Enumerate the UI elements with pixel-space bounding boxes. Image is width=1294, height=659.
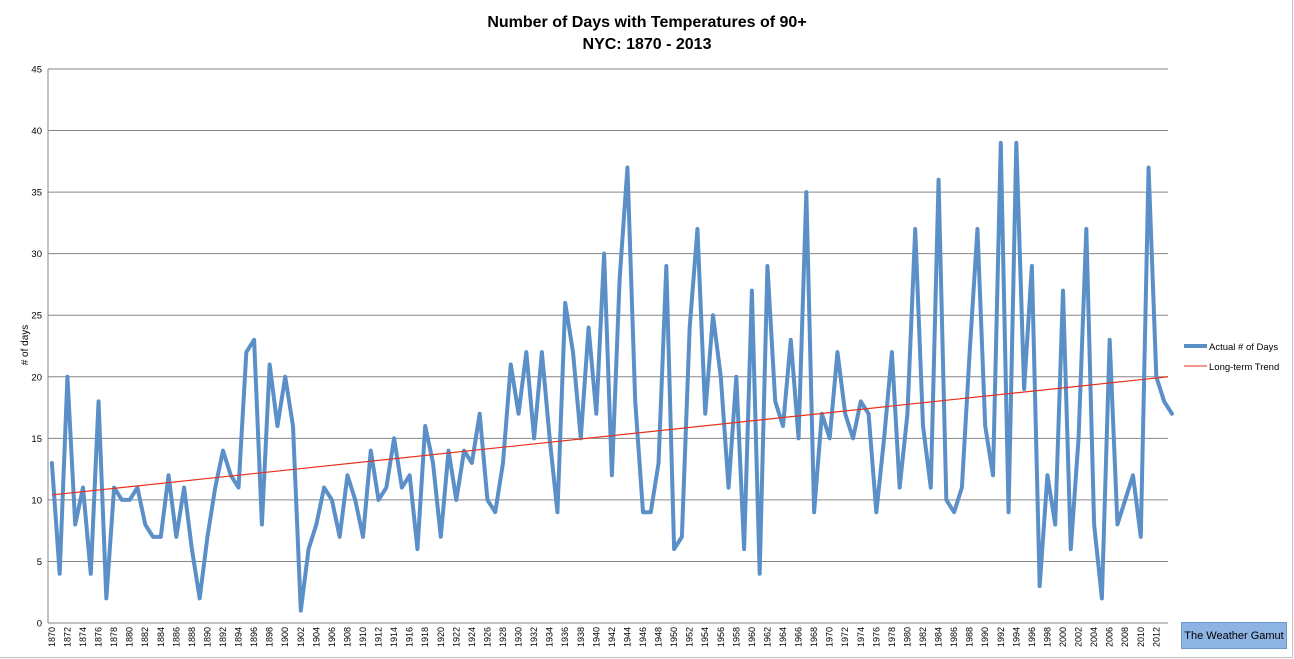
x-tick-label: 1894 (234, 627, 244, 647)
x-tick-label: 1942 (607, 627, 617, 647)
y-tick-label: 5 (37, 557, 42, 568)
x-tick-label: 1906 (327, 627, 337, 647)
y-axis-tick-labels: 0 5 10 15 20 25 30 35 40 45 (31, 65, 42, 630)
x-tick-label: 1938 (576, 627, 586, 647)
y-tick-label: 15 (31, 434, 42, 445)
x-tick-label: 1926 (482, 627, 492, 647)
x-tick-label: 1968 (809, 627, 819, 647)
x-tick-label: 1952 (685, 627, 695, 647)
y-tick-label: 25 (31, 311, 42, 322)
chart-subtitle: NYC: 1870 - 2013 (582, 36, 712, 53)
y-tick-label: 30 (31, 249, 42, 260)
x-tick-label: 1976 (871, 627, 881, 647)
x-tick-label: 1954 (700, 627, 710, 647)
x-tick-label: 1888 (187, 627, 197, 647)
x-tick-label: 1936 (560, 627, 570, 647)
x-tick-label: 2000 (1058, 627, 1068, 647)
x-tick-label: 1930 (514, 627, 524, 647)
x-tick-label: 1918 (420, 627, 430, 647)
x-tick-label: 2006 (1105, 627, 1115, 647)
x-tick-label: 1880 (125, 627, 135, 647)
x-tick-label: 2010 (1136, 627, 1146, 647)
x-tick-label: 1982 (918, 627, 928, 647)
x-tick-label: 1996 (1027, 627, 1037, 647)
x-tick-label: 1940 (591, 627, 601, 647)
x-tick-label: 1958 (731, 627, 741, 647)
x-tick-label: 1984 (934, 627, 944, 647)
x-tick-label: 1998 (1042, 627, 1052, 647)
x-tick-label: 1990 (980, 627, 990, 647)
x-tick-label: 1946 (638, 627, 648, 647)
y-axis-label: # of days (20, 325, 31, 366)
x-tick-label: 1896 (249, 627, 259, 647)
y-tick-label: 10 (31, 495, 42, 506)
x-tick-label: 1912 (374, 627, 384, 647)
x-tick-label: 1920 (436, 627, 446, 647)
x-tick-label: 1900 (280, 627, 290, 647)
legend: Actual # of Days Long-term Trend (1184, 342, 1279, 373)
y-tick-label: 45 (31, 65, 42, 76)
x-tick-label: 1892 (218, 627, 228, 647)
chart-title: Number of Days with Temperatures of 90+ (487, 14, 807, 31)
x-tick-label: 1978 (887, 627, 897, 647)
x-tick-label: 1960 (747, 627, 757, 647)
x-tick-label: 1916 (405, 627, 415, 647)
x-tick-label: 1884 (156, 627, 166, 647)
x-tick-label: 1924 (467, 627, 477, 647)
x-tick-label: 1994 (1011, 627, 1021, 647)
trend-line (51, 376, 1169, 496)
chart-title-block: Number of Days with Temperatures of 90+ … (0, 12, 1294, 56)
x-tick-label: 1932 (529, 627, 539, 647)
x-tick-label: 1934 (545, 627, 555, 647)
x-tick-label: 1966 (794, 627, 804, 647)
x-tick-label: 1928 (498, 627, 508, 647)
x-tick-label: 1914 (389, 627, 399, 647)
x-tick-label: 1872 (62, 627, 72, 647)
x-tick-label: 1944 (622, 627, 632, 647)
x-tick-label: 1890 (202, 627, 212, 647)
x-tick-label: 2002 (1074, 627, 1084, 647)
watermark-badge: The Weather Gamut (1181, 622, 1287, 649)
series-long-term-trend (51, 376, 1169, 496)
x-tick-label: 1882 (140, 627, 150, 647)
y-tick-label: 40 (31, 126, 42, 137)
legend-label-trend: Long-term Trend (1209, 362, 1279, 373)
x-tick-label: 1972 (840, 627, 850, 647)
x-tick-label: 1950 (669, 627, 679, 647)
actual-days-line (49, 140, 1174, 613)
x-tick-label: 1974 (856, 627, 866, 647)
x-tick-label: 1886 (171, 627, 181, 647)
x-tick-label: 1988 (965, 627, 975, 647)
y-tick-label: 35 (31, 188, 42, 199)
x-tick-label: 1898 (265, 627, 275, 647)
x-tick-label: 1910 (358, 627, 368, 647)
x-axis-tick-labels: 1870 1872 1874 1876 1878 1880 1882 1884 1886 1888… (47, 627, 1161, 647)
x-tick-label: 1908 (342, 627, 352, 647)
x-tick-label: 1986 (949, 627, 959, 647)
series-actual-days (49, 140, 1174, 613)
x-tick-label: 1962 (762, 627, 772, 647)
x-tick-label: 1980 (902, 627, 912, 647)
x-tick-label: 1922 (451, 627, 461, 647)
x-tick-label: 1904 (311, 627, 321, 647)
x-tick-label: 1876 (94, 627, 104, 647)
y-tick-label: 0 (37, 619, 42, 630)
x-tick-label: 1878 (109, 627, 119, 647)
x-tick-label: 1964 (778, 627, 788, 647)
x-tick-label: 2004 (1089, 627, 1099, 647)
x-tick-label: 1902 (296, 627, 306, 647)
x-tick-label: 1870 (47, 627, 57, 647)
x-tick-label: 1948 (654, 627, 664, 647)
x-tick-label: 2008 (1120, 627, 1130, 647)
x-tick-label: 1874 (78, 627, 88, 647)
x-tick-label: 1956 (716, 627, 726, 647)
legend-label-actual: Actual # of Days (1209, 342, 1278, 353)
x-tick-label: 1970 (825, 627, 835, 647)
y-tick-label: 20 (31, 372, 42, 383)
x-tick-label: 1992 (996, 627, 1006, 647)
x-tick-label: 2012 (1151, 627, 1161, 647)
